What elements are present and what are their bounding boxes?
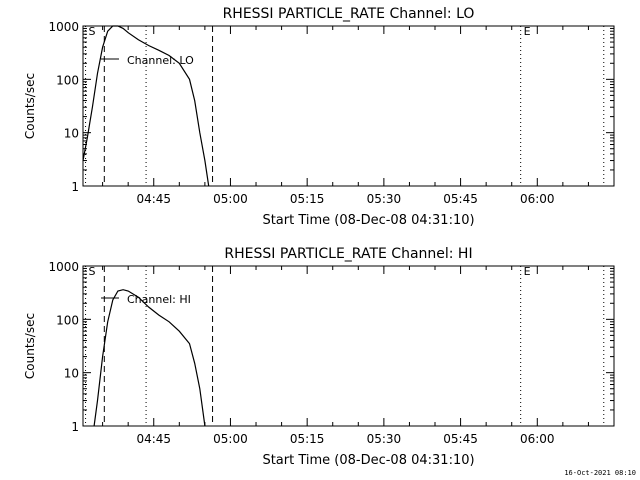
footer-timestamp: 16-Oct-2021 08:10 [564,469,636,477]
panel-1-x-tick-label: 04:45 [136,192,171,206]
panel-1-y-tick-label: 100 [56,73,79,87]
panel-1-y-tick-label: 1 [71,180,79,194]
panel-1-x-tick-label: 05:15 [290,192,325,206]
panel-1-series-line-1 [82,25,210,187]
panel-1-x-axis-label: Start Time (08-Dec-08 04:31:10) [262,213,474,228]
panel-1-marker-label-e: E [524,25,531,38]
panel-1-x-tick-label: 05:30 [367,192,402,206]
panel-1-y-tick-label: 1000 [48,20,79,34]
panel-1-x-tick-label: 05:45 [443,192,478,206]
panel-1-y-tick-label: 10 [64,127,79,141]
panel-2-x-tick-label: 05:30 [367,432,402,446]
panel-1-marker-label-s: S [89,25,96,38]
panel-2-x-tick-label: 05:45 [443,432,478,446]
panel-2-y-axis-label: Counts/sec [23,313,37,379]
panel-2-chart-title: RHESSI PARTICLE_RATE Channel: HI [224,246,472,262]
panel-2-y-tick-label: 1 [71,420,79,434]
panel-2-marker-label-e: E [524,265,531,278]
panel-1-x-tick-label: 06:00 [520,192,555,206]
panel-2-legend-label: Channel: HI [127,293,191,306]
panel-2-plot-frame [82,265,615,427]
panel-2-y-tick-label: 100 [56,313,79,327]
panel-2-x-axis-label: Start Time (08-Dec-08 04:31:10) [262,453,474,468]
panel-2-x-tick-label: 04:45 [136,432,171,446]
panel-2-y-tick-label: 1000 [48,260,79,274]
panel-1-y-axis-label: Counts/sec [23,73,37,139]
panel-1-legend-label: Channel: LO [127,54,194,67]
panel-1-chart-title: RHESSI PARTICLE_RATE Channel: LO [223,6,475,22]
panel-1-x-tick-label: 05:00 [213,192,248,206]
panel-2-x-tick-label: 05:00 [213,432,248,446]
panel-2-x-tick-label: 06:00 [520,432,555,446]
panel-2-x-tick-label: 05:15 [290,432,325,446]
panel-1-plot-frame [82,25,615,187]
panel-2-y-tick-label: 10 [64,367,79,381]
panel-2-series-line-1 [93,289,206,427]
panel-2-marker-label-s: S [89,265,96,278]
